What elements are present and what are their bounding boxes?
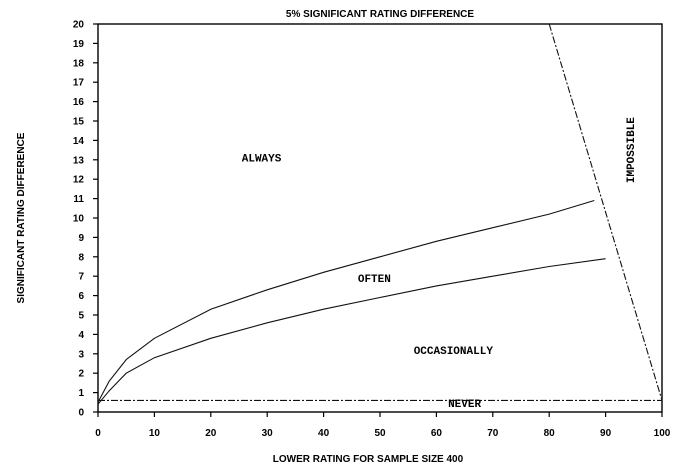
x-tick-label: 90 (600, 428, 612, 439)
y-tick-label: 7 (78, 272, 84, 283)
series-line-2 (97, 258, 606, 405)
region-label: ALWAYS (242, 154, 282, 166)
y-tick-label: 0 (78, 408, 84, 419)
plot-border (97, 23, 663, 413)
x-tick-label: 70 (487, 428, 499, 439)
x-tick-label: 0 (95, 428, 101, 439)
region-label: NEVER (448, 399, 481, 411)
y-tick-label: 15 (73, 117, 85, 128)
x-tick-label: 20 (205, 428, 217, 439)
y-tick-label: 19 (73, 39, 85, 50)
y-tick-label: 5 (78, 311, 84, 322)
y-tick-label: 6 (78, 291, 84, 302)
y-tick-label: 8 (78, 252, 84, 263)
y-tick-label: 13 (73, 155, 85, 166)
region-label: OCCASIONALLY (414, 346, 494, 358)
region-label: OFTEN (358, 274, 391, 286)
x-tick-label: 50 (374, 428, 386, 439)
y-tick-label: 11 (73, 194, 84, 205)
x-tick-label: 40 (318, 428, 330, 439)
plot-frame (97, 23, 663, 413)
y-tick-label: 14 (73, 136, 85, 147)
x-axis-label: LOWER RATING FOR SAMPLE SIZE 400 (273, 454, 464, 465)
y-tick-label: 3 (78, 349, 84, 360)
chart-title: 5% SIGNIFICANT RATING DIFFERENCE (286, 9, 474, 20)
series-line-3 (548, 23, 663, 401)
series-layer (97, 23, 663, 405)
x-axis: 0 10 20 30 40 50 60 70 80 90 100 (95, 412, 671, 439)
y-tick-label: 17 (73, 78, 85, 89)
y-tick-label: 12 (73, 175, 85, 186)
x-tick-label: 30 (262, 428, 274, 439)
series-line-1 (97, 199, 595, 403)
x-tick-label: 100 (654, 428, 671, 439)
y-tick-label: 1 (78, 388, 84, 399)
x-tick-label: 10 (149, 428, 161, 439)
y-tick-label: 10 (73, 214, 85, 225)
region-label: IMPOSSIBLE (626, 117, 638, 183)
y-axis-label: SIGNIFICANT RATING DIFFERENCE (16, 132, 27, 303)
y-tick-label: 2 (78, 369, 84, 380)
y-tick-label: 16 (73, 97, 85, 108)
y-tick-label: 18 (73, 58, 85, 69)
x-tick-label: 80 (544, 428, 556, 439)
y-tick-label: 4 (78, 330, 84, 341)
x-tick-label: 60 (431, 428, 443, 439)
annotation-layer: ALWAYS OFTEN OCCASIONALLY NEVER IMPOSSIBLE (242, 117, 638, 411)
y-tick-label: 9 (78, 233, 84, 244)
y-tick-label: 20 (73, 20, 85, 31)
